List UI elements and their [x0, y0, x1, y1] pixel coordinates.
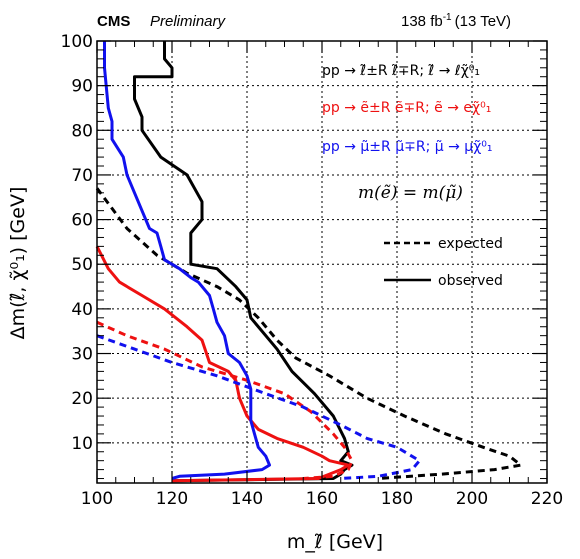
experiment-label: CMS — [97, 13, 130, 30]
legend-process-electron: pp → ẽ±R ẽ∓R; ẽ → eχ̃⁰₁ — [322, 100, 491, 116]
legend-observed-label: observed — [438, 273, 503, 289]
legend-process-combined: pp → ℓ̃±R ℓ̃∓R; ℓ̃ → ℓχ̃⁰₁ — [322, 63, 480, 79]
x-tick-label: 120 — [156, 489, 188, 509]
legend-process-muon: pp → μ̃±R μ̃∓R; μ̃ → μχ̃⁰₁ — [322, 139, 493, 155]
y-tick-label: 70 — [71, 166, 93, 186]
luminosity-exponent: -1 — [443, 12, 452, 23]
x-axis-title: m_ℓ̃ [GeV] — [287, 531, 383, 553]
mu-expected-curve — [96, 334, 421, 480]
y-tick-labels: 10 20 30 40 50 60 70 80 90 100 — [61, 32, 93, 454]
luminosity-label: 138 fb-1 (13 TeV) — [401, 12, 511, 30]
x-tick-label: 100 — [81, 489, 113, 509]
y-tick-label: 90 — [71, 77, 93, 97]
y-axis-title: Δm(ℓ̃, χ̃⁰₁) [GeV] — [7, 187, 29, 340]
x-tick-label: 220 — [531, 489, 563, 509]
y-tick-label: 80 — [71, 121, 93, 141]
y-tick-label: 100 — [61, 32, 93, 52]
limit-curves — [95, 41, 523, 483]
e-observed-curve — [95, 245, 350, 483]
y-tick-label: 60 — [71, 211, 93, 231]
expected-curve — [95, 187, 523, 480]
status-label: Preliminary — [150, 13, 227, 30]
x-tick-labels: 100 120 140 160 180 200 220 — [81, 489, 563, 509]
legend-expected-label: expected — [438, 236, 503, 252]
y-tick-label: 10 — [71, 434, 93, 454]
y-tick-label: 20 — [71, 389, 93, 409]
legend: pp → ℓ̃±R ℓ̃∓R; ℓ̃ → ℓχ̃⁰₁ pp → ẽ±R ẽ∓R;… — [322, 63, 503, 289]
x-tick-label: 180 — [381, 489, 413, 509]
energy-label: (13 TeV) — [455, 13, 511, 30]
legend-mass-condition: m(ẽ) = m(μ̃) — [358, 183, 463, 203]
x-tick-label: 200 — [456, 489, 488, 509]
axis-ticks — [96, 40, 548, 483]
y-tick-label: 40 — [71, 300, 93, 320]
y-tick-label: 30 — [71, 345, 93, 365]
y-tick-label: 50 — [71, 255, 93, 275]
mu-observed-curve — [103, 41, 271, 480]
e-expected-curve — [96, 320, 354, 480]
x-tick-label: 140 — [231, 489, 263, 509]
grid-lines — [97, 41, 547, 483]
luminosity-value: 138 fb — [401, 13, 443, 30]
x-tick-label: 160 — [306, 489, 338, 509]
observed-curve — [133, 41, 354, 483]
